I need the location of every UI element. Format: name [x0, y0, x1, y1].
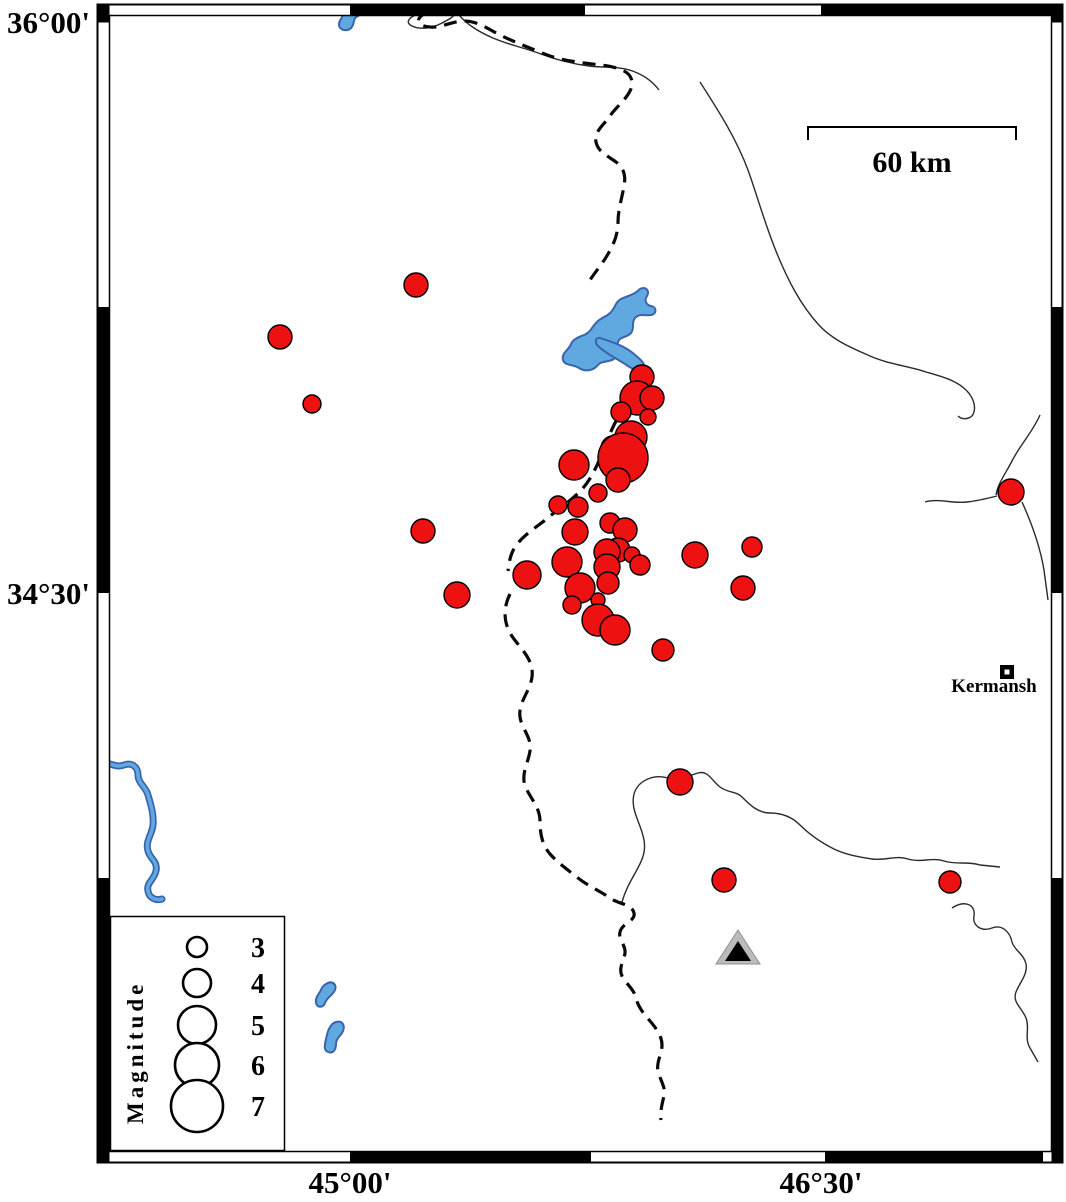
earthquake-marker [610, 401, 632, 423]
earthquake-marker [302, 394, 322, 414]
frame-segment [825, 1151, 1043, 1163]
city-label: Kermansh [951, 676, 1037, 697]
lon-label-46-30: 46°30' [779, 1165, 862, 1200]
earthquake-marker [681, 541, 709, 569]
earthquake-marker [443, 581, 471, 609]
earthquake-marker [410, 518, 436, 544]
legend-labels: 3 4 5 6 7 [251, 933, 265, 1123]
earthquake-marker [403, 272, 429, 298]
earthquake-marker [558, 449, 590, 481]
earthquake-marker [588, 483, 608, 503]
frame-segment [350, 4, 585, 16]
frame-segment [1051, 307, 1063, 593]
earthquake-marker [512, 560, 542, 590]
earthquake-marker [651, 638, 675, 662]
earthquake-marker [730, 575, 756, 601]
earthquake-marker [561, 518, 589, 546]
legend-circle-mag-5 [176, 1004, 218, 1046]
magnitude-legend: Magnitude 3 4 5 6 7 [109, 915, 286, 1152]
earthquake-epicenters [267, 272, 1025, 894]
earthquake-marker [562, 595, 582, 615]
lon-label-45-00: 45°00' [308, 1165, 391, 1200]
legend-circle-mag-3 [185, 935, 209, 959]
earthquake-marker [711, 867, 737, 893]
frame-segment [1051, 1151, 1063, 1163]
legend-label-mag-6: 6 [251, 1051, 265, 1082]
frame-outer-line [96, 3, 1064, 1164]
legend-circle-mag-7 [169, 1078, 225, 1134]
legend-label-mag-3: 3 [251, 933, 265, 964]
frame-segment [97, 878, 110, 1163]
earthquake-marker [551, 546, 583, 578]
pond-south-1 [314, 981, 337, 1008]
frame-inner-line [108, 14, 1053, 1153]
earthquake-marker [666, 768, 694, 796]
earthquake-marker [639, 408, 657, 426]
scale-bar-label: 60 km [872, 146, 951, 179]
city-marker-kermanshah [1000, 665, 1014, 679]
earthquake-marker [997, 478, 1025, 506]
frame-segment [821, 4, 1052, 16]
legend-circle-mag-4 [181, 967, 213, 999]
frame-segment [97, 307, 110, 593]
frame-segment [97, 4, 110, 23]
legend-label-mag-5: 5 [251, 1011, 265, 1042]
earthquake-marker [567, 496, 589, 518]
station-triangle-icon [715, 929, 761, 965]
secondary-lines [407, 16, 1049, 1063]
frame-segment [97, 1151, 110, 1163]
legend-label-mag-7: 7 [251, 1092, 265, 1123]
earthquake-marker [596, 571, 620, 595]
frame-segment [350, 1151, 591, 1163]
legend-circles [169, 935, 225, 1134]
earthquake-marker [639, 385, 665, 411]
pond-south-2 [323, 1020, 345, 1054]
scale-bar: 60 km [807, 126, 1017, 179]
earthquake-marker [938, 870, 962, 894]
earthquake-marker [267, 324, 293, 350]
earthquake-marker [605, 467, 631, 493]
frame-segment [1051, 878, 1063, 1163]
map-frame [97, 4, 1063, 1163]
earthquake-marker [548, 495, 568, 515]
earthquake-marker [629, 554, 651, 576]
river-top-icon [338, 16, 361, 32]
international-border-dashed [416, 16, 666, 1121]
legend-title: Magnitude [123, 981, 148, 1124]
earthquake-marker [599, 614, 631, 646]
lake [561, 287, 657, 372]
frame-segment [1051, 4, 1063, 23]
lat-label-34-30: 34°30' [7, 576, 90, 611]
lat-label-36-00: 36°00' [7, 5, 90, 40]
earthquake-marker [741, 536, 763, 558]
legend-label-mag-4: 4 [251, 969, 265, 1000]
river-west-fill [110, 762, 164, 902]
